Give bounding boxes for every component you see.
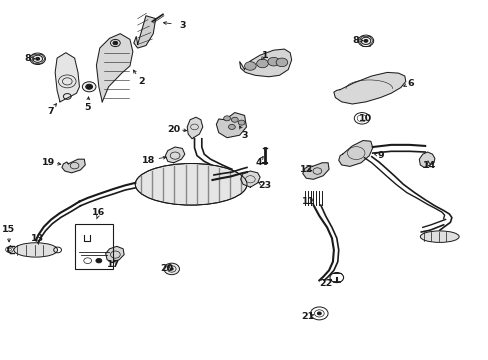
Text: 10: 10	[359, 114, 372, 123]
Circle shape	[110, 40, 120, 46]
Polygon shape	[105, 246, 124, 262]
Circle shape	[228, 125, 235, 130]
Polygon shape	[419, 152, 434, 167]
Circle shape	[363, 40, 367, 42]
Text: 7: 7	[47, 107, 54, 116]
Text: 1: 1	[261, 51, 268, 60]
Polygon shape	[96, 34, 133, 102]
Text: 6: 6	[407, 79, 413, 88]
Text: 15: 15	[2, 225, 15, 234]
Circle shape	[256, 59, 268, 68]
Text: 3: 3	[179, 21, 185, 30]
Text: 22: 22	[318, 279, 331, 288]
Text: 13: 13	[31, 234, 44, 243]
Circle shape	[244, 62, 256, 70]
Text: 19: 19	[42, 158, 55, 167]
Ellipse shape	[14, 243, 58, 257]
Circle shape	[113, 41, 118, 45]
Text: 12: 12	[299, 165, 312, 174]
Ellipse shape	[135, 163, 246, 205]
Circle shape	[82, 82, 96, 92]
Polygon shape	[216, 113, 246, 138]
Text: 9: 9	[376, 151, 383, 160]
Circle shape	[223, 116, 230, 121]
Text: 14: 14	[422, 161, 435, 170]
Text: 21: 21	[301, 312, 314, 321]
Text: 20: 20	[160, 265, 173, 274]
Text: 11: 11	[302, 197, 315, 206]
Circle shape	[276, 58, 287, 67]
Polygon shape	[239, 49, 291, 77]
Circle shape	[357, 35, 373, 46]
Circle shape	[267, 57, 279, 66]
Text: 16: 16	[92, 208, 105, 217]
Circle shape	[231, 117, 238, 122]
Text: 17: 17	[106, 260, 120, 269]
Polygon shape	[55, 53, 79, 102]
Ellipse shape	[420, 231, 458, 242]
Circle shape	[238, 120, 244, 125]
Circle shape	[85, 84, 92, 89]
Circle shape	[170, 268, 173, 270]
Text: 20: 20	[167, 125, 180, 134]
Polygon shape	[338, 140, 372, 166]
Text: 2: 2	[138, 77, 144, 86]
Text: 4: 4	[255, 158, 262, 167]
Text: 18: 18	[142, 156, 155, 165]
Bar	[75, 224, 113, 269]
Circle shape	[163, 263, 179, 275]
Text: 3: 3	[241, 131, 248, 140]
Circle shape	[317, 312, 321, 315]
Polygon shape	[240, 171, 260, 187]
Circle shape	[30, 53, 45, 64]
Text: 23: 23	[258, 181, 271, 190]
Circle shape	[96, 258, 102, 263]
Polygon shape	[134, 16, 155, 48]
Polygon shape	[165, 147, 184, 163]
Polygon shape	[187, 117, 203, 139]
Text: 8: 8	[352, 36, 359, 45]
Polygon shape	[302, 163, 328, 179]
Circle shape	[36, 57, 40, 60]
Polygon shape	[62, 159, 85, 173]
Polygon shape	[333, 72, 405, 104]
Text: 5: 5	[84, 103, 91, 112]
Text: 8: 8	[24, 54, 31, 63]
